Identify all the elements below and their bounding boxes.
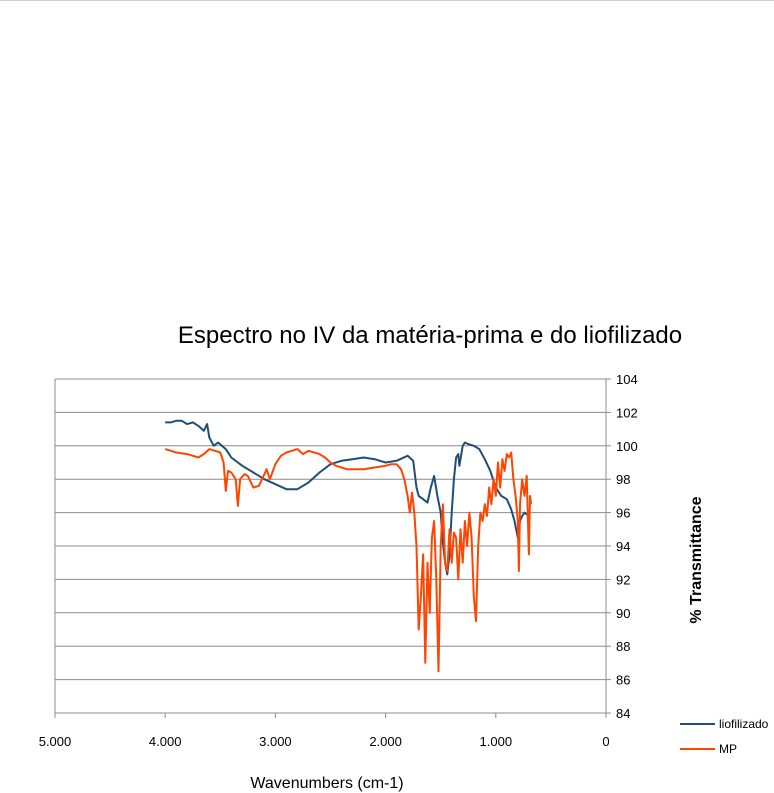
y-tick-label: 102 — [616, 405, 638, 420]
series-line-liofilizado — [165, 419, 530, 576]
x-tick-label: 0 — [602, 734, 609, 749]
y-tick-label: 86 — [616, 673, 630, 688]
legend: liofilizado MP — [680, 717, 769, 756]
legend-label: liofilizado — [719, 717, 769, 731]
x-tick-label: 2.000 — [369, 734, 402, 749]
y-tick-label: 104 — [616, 372, 638, 387]
legend-label: MP — [719, 742, 737, 756]
series-layer — [164, 419, 533, 673]
chart-title: Espectro no IV da matéria-prima e do lio… — [178, 322, 682, 349]
grid-lines — [54, 378, 607, 714]
x-axis-ticks: 5.000 4.000 3.000 2.000 1.000 0 — [39, 713, 610, 749]
y-tick-label: 100 — [616, 439, 638, 454]
x-tick-label: 5.000 — [39, 734, 72, 749]
x-tick-label: 4.000 — [149, 734, 182, 749]
y-tick-label: 96 — [616, 506, 630, 521]
y-tick-label: 92 — [616, 572, 630, 587]
y-tick-label: 98 — [616, 472, 630, 487]
y-axis-ticks: 84 86 88 90 92 94 96 98 100 102 104 — [606, 372, 638, 721]
x-tick-label: 3.000 — [259, 734, 292, 749]
y-tick-label: 88 — [616, 639, 630, 654]
x-tick-label: 1.000 — [480, 734, 513, 749]
top-border — [0, 0, 774, 1]
y-tick-label: 84 — [616, 706, 630, 721]
y-tick-label: 90 — [616, 606, 630, 621]
x-axis-label: Wavenumbers (cm-1) — [250, 775, 403, 792]
y-tick-label: 94 — [616, 539, 630, 554]
series-line-mp — [164, 448, 533, 673]
y-axis-label: % Transmittance — [688, 496, 705, 623]
